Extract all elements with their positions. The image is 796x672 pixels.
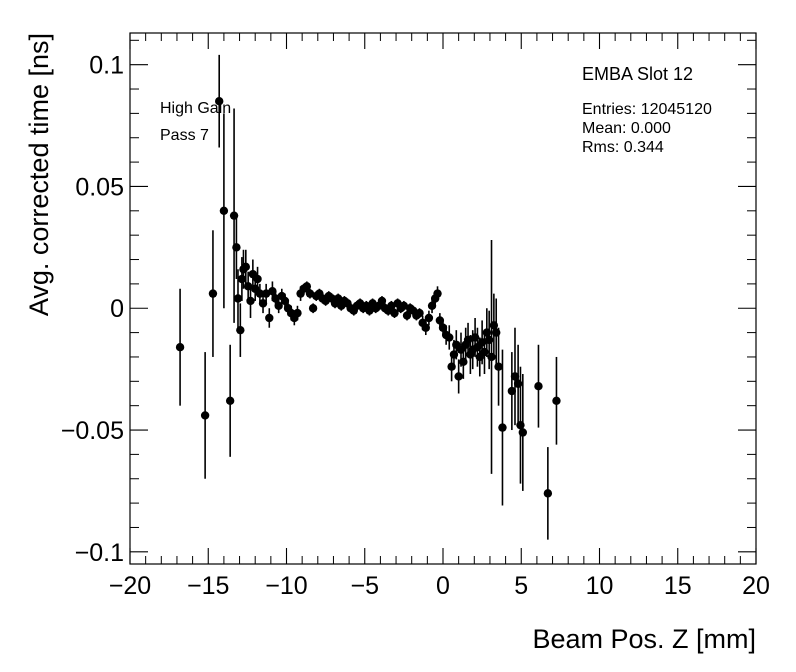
- y-tick-label: −0.05: [61, 417, 124, 445]
- annotation-pass: Pass 7: [160, 127, 209, 144]
- data-point: [494, 362, 503, 371]
- data-point: [438, 323, 448, 332]
- x-tick-label: 10: [586, 572, 614, 600]
- data-point: [280, 296, 290, 306]
- data-point: [415, 308, 424, 318]
- data-point: [377, 296, 387, 306]
- data-point: [308, 304, 318, 313]
- data-point: [552, 396, 561, 406]
- stats-entries: Entries: 12045120: [582, 101, 712, 118]
- data-points: [175, 54, 561, 540]
- data-point: [507, 386, 517, 396]
- data-point: [510, 372, 520, 381]
- x-tick-label: −5: [350, 572, 379, 600]
- x-tick-label: −20: [109, 572, 151, 600]
- data-point: [200, 411, 210, 420]
- data-point: [268, 286, 277, 296]
- data-point: [421, 323, 430, 332]
- stats-mean: Mean: 0.000: [582, 120, 671, 137]
- data-point: [543, 489, 553, 498]
- data-point: [498, 423, 507, 432]
- data-point: [237, 274, 247, 284]
- x-axis-title: Beam Pos. Z [mm]: [532, 624, 756, 654]
- x-tick-label: 0: [436, 572, 450, 600]
- x-tick-label: −15: [187, 572, 229, 600]
- y-tick-label: −0.1: [75, 539, 124, 567]
- x-tick-label: 20: [742, 572, 770, 600]
- data-point: [232, 243, 241, 252]
- data-point: [255, 289, 265, 298]
- data-point: [274, 301, 283, 311]
- data-point: [253, 274, 262, 284]
- data-point: [215, 97, 224, 106]
- data-point: [258, 299, 268, 308]
- data-point: [241, 262, 251, 272]
- y-tick-label: 0: [110, 295, 124, 323]
- data-point: [246, 296, 255, 306]
- data-point: [225, 396, 235, 406]
- plot-frame: [129, 32, 757, 565]
- data-point: [293, 308, 302, 318]
- data-point: [402, 311, 412, 320]
- data-point: [534, 381, 543, 391]
- x-tick-label: 5: [514, 572, 528, 600]
- axis-tick-labels: −20 −15 −10 −5 0 5 10 15 20 −0.1 −0.05 0 0.05 0.1: [61, 52, 770, 600]
- y-axis-title: Avg. corrected time [ns]: [24, 33, 54, 316]
- data-point: [390, 308, 399, 318]
- stats-title: EMBA Slot 12: [582, 64, 693, 84]
- y-tick-label: 0.05: [75, 173, 124, 201]
- data-point: [427, 301, 437, 311]
- y-tick-label: 0.1: [89, 52, 124, 80]
- data-point: [208, 289, 218, 298]
- data-point: [302, 282, 312, 291]
- data-point: [445, 333, 454, 342]
- data-point: [435, 316, 445, 325]
- data-point: [236, 325, 245, 335]
- stats-rms: Rms: 0.344: [582, 139, 664, 156]
- x-tick-label: −10: [265, 572, 307, 600]
- data-point: [518, 428, 528, 437]
- data-point: [219, 206, 229, 216]
- data-point: [424, 313, 434, 323]
- data-point: [233, 294, 243, 303]
- data-point: [454, 372, 463, 381]
- annotation-high-gain: High Gain: [160, 100, 231, 117]
- data-point: [433, 289, 442, 298]
- x-tick-label: 15: [664, 572, 692, 600]
- data-point: [175, 343, 185, 352]
- data-point: [265, 313, 274, 323]
